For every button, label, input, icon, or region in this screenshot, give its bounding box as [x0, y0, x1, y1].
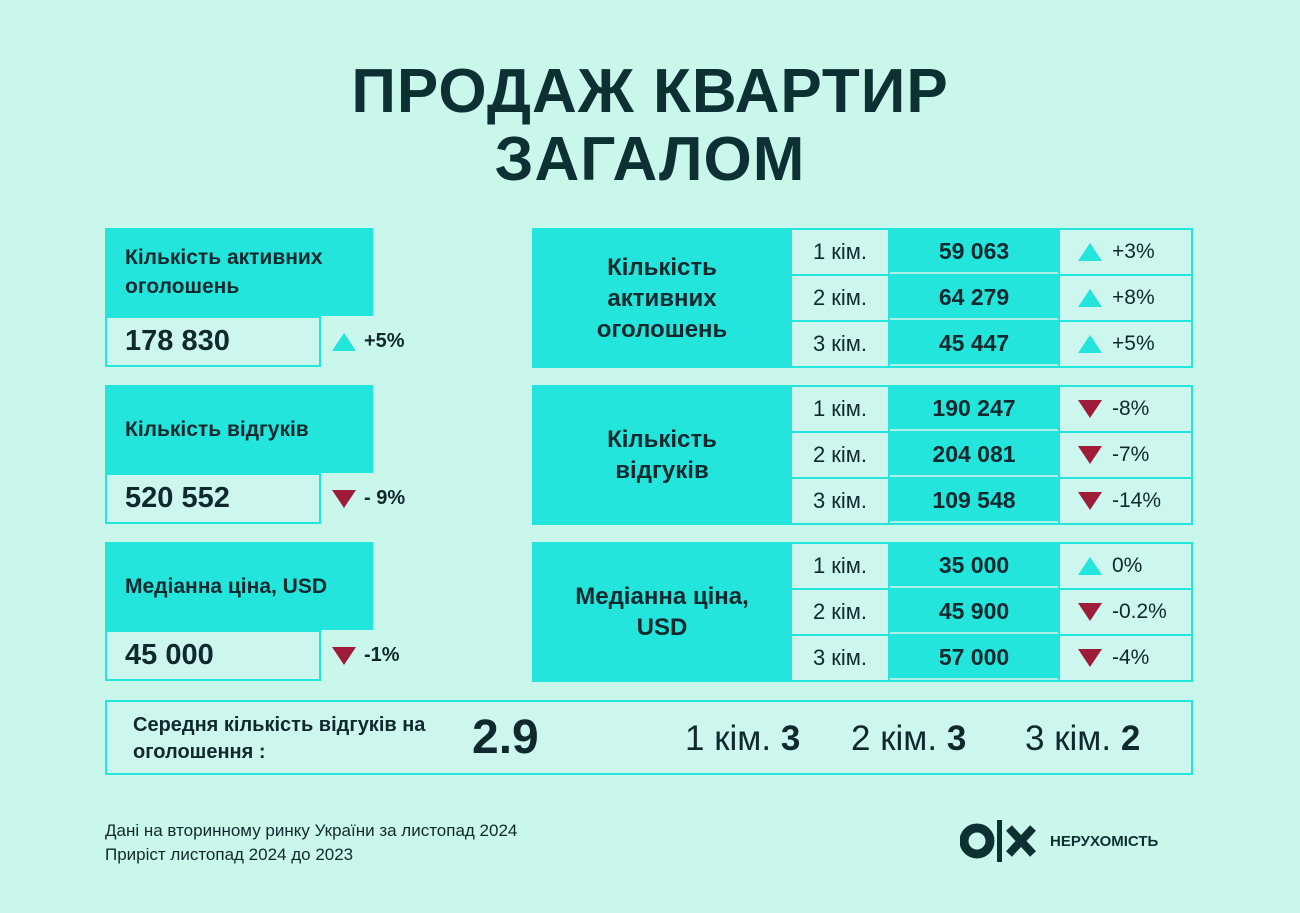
change-cell: -8%: [1060, 387, 1191, 431]
summary-card-label: Медіанна ціна, USD: [105, 542, 373, 630]
footer-line-1: Дані на вторинному ринку України за лист…: [105, 821, 518, 840]
table-label-text: Кількість активних оголошень: [596, 253, 728, 343]
value-cell: 64 279: [890, 276, 1058, 320]
summary-card-value: 520 552: [105, 473, 321, 524]
table-label: Медіанна ціна, USD: [534, 544, 790, 680]
page-title: ПРОДАЖ КВАРТИР ЗАГАЛОМ: [0, 58, 1300, 194]
change-text: -7%: [1112, 443, 1150, 466]
room-cell: 1 кім.: [792, 544, 888, 588]
average-item: 3 кім. 2: [1025, 718, 1140, 760]
change-cell: -0.2%: [1060, 590, 1191, 634]
room-average: 2: [1120, 719, 1141, 758]
table-row: 3 кім. 57 000 -4%: [792, 636, 1191, 680]
change-text: -1%: [364, 644, 400, 666]
average-responses-panel: Середня кількість відгуків на оголошення…: [105, 700, 1193, 775]
room-cell: 1 кім.: [792, 230, 888, 274]
triangle-up-icon: [1078, 557, 1102, 575]
triangle-up-icon: [1078, 335, 1102, 353]
triangle-up-icon: [332, 332, 356, 351]
change-text: -4%: [1112, 646, 1150, 669]
change-cell: -4%: [1060, 636, 1191, 680]
table-row: 2 кім. 45 900 -0.2%: [792, 590, 1191, 634]
room-cell: 3 кім.: [792, 479, 888, 523]
change-cell: +3%: [1060, 230, 1191, 274]
triangle-down-icon: [1078, 446, 1102, 464]
change-text: +8%: [1112, 286, 1155, 309]
triangle-up-icon: [1078, 243, 1102, 261]
change-text: -0.2%: [1112, 600, 1167, 623]
room-average: 3: [946, 719, 967, 758]
footer-line-2: Приріст листопад 2024 до 2023: [105, 845, 354, 864]
value-cell: 35 000: [890, 544, 1058, 588]
triangle-down-icon: [1078, 492, 1102, 510]
value-cell: 204 081: [890, 433, 1058, 477]
triangle-down-icon: [332, 489, 356, 508]
summary-card-change: +5%: [332, 316, 405, 367]
room-cell: 2 кім.: [792, 590, 888, 634]
summary-card-label: Кількість відгуків: [105, 385, 373, 473]
change-cell: +8%: [1060, 276, 1191, 320]
table-row: 1 кім. 190 247 -8%: [792, 387, 1191, 431]
table-row: 2 кім. 64 279 +8%: [792, 276, 1191, 320]
change-cell: -14%: [1060, 479, 1191, 523]
table-row: 1 кім. 35 000 0%: [792, 544, 1191, 588]
change-cell: +5%: [1060, 322, 1191, 366]
value-cell: 45 447: [890, 322, 1058, 366]
summary-card-value: 178 830: [105, 316, 321, 367]
change-text: -14%: [1112, 489, 1162, 512]
table-row: 2 кім. 204 081 -7%: [792, 433, 1191, 477]
value-cell: 45 900: [890, 590, 1058, 634]
footer-note: Дані на вторинному ринку України за лист…: [105, 819, 517, 867]
room-cell: 3 кім.: [792, 322, 888, 366]
triangle-down-icon: [332, 646, 356, 665]
olx-logo-icon: [960, 820, 1036, 862]
table-label: Кількість відгуків: [534, 387, 790, 523]
change-text: -8%: [1112, 397, 1150, 420]
summary-card-value: 45 000: [105, 630, 321, 681]
room-label: 3 кім.: [1025, 719, 1112, 758]
logo-subtitle: НЕРУХОМІСТЬ: [1050, 832, 1159, 850]
room-label: 2 кім.: [851, 719, 938, 758]
room-cell: 3 кім.: [792, 636, 888, 680]
title-line-2: ЗАГАЛОМ: [494, 125, 806, 194]
table-label-text: Кількість відгуків: [607, 426, 717, 484]
breakdown-table: Медіанна ціна, USD 1 кім. 35 000 0% 2 кі…: [532, 542, 1193, 682]
triangle-down-icon: [1078, 603, 1102, 621]
table-label-text: Медіанна ціна, USD: [575, 583, 749, 641]
table-row: 3 кім. 45 447 +5%: [792, 322, 1191, 366]
summary-card-change: -1%: [332, 630, 400, 681]
triangle-down-icon: [1078, 649, 1102, 667]
change-cell: -7%: [1060, 433, 1191, 477]
value-cell: 190 247: [890, 387, 1058, 431]
change-text: +5%: [1112, 332, 1155, 355]
change-text: +3%: [1112, 240, 1155, 263]
title-line-1: ПРОДАЖ КВАРТИР: [351, 57, 949, 126]
value-cell: 59 063: [890, 230, 1058, 274]
triangle-down-icon: [1078, 400, 1102, 418]
triangle-up-icon: [1078, 289, 1102, 307]
average-item: 2 кім. 3: [851, 718, 966, 760]
value-cell: 109 548: [890, 479, 1058, 523]
average-value: 2.9: [472, 711, 539, 764]
average-item: 1 кім. 3: [685, 718, 800, 760]
change-cell: 0%: [1060, 544, 1191, 588]
room-cell: 2 кім.: [792, 433, 888, 477]
change-text: +5%: [364, 330, 405, 352]
table-row: 3 кім. 109 548 -14%: [792, 479, 1191, 523]
room-cell: 1 кім.: [792, 387, 888, 431]
breakdown-table: Кількість відгуків 1 кім. 190 247 -8% 2 …: [532, 385, 1193, 525]
value-cell: 57 000: [890, 636, 1058, 680]
summary-card-label: Кількість активних оголошень: [105, 228, 373, 316]
change-text: 0%: [1112, 554, 1143, 577]
table-row: 1 кім. 59 063 +3%: [792, 230, 1191, 274]
table-label: Кількість активних оголошень: [534, 230, 790, 366]
breakdown-table: Кількість активних оголошень 1 кім. 59 0…: [532, 228, 1193, 368]
change-text: - 9%: [364, 487, 406, 509]
room-cell: 2 кім.: [792, 276, 888, 320]
olx-logo: НЕРУХОМІСТЬ: [960, 816, 1158, 866]
room-label: 1 кім.: [685, 719, 772, 758]
average-label: Середня кількість відгуків на оголошення…: [133, 714, 426, 763]
summary-card-change: - 9%: [332, 473, 405, 524]
room-average: 3: [780, 719, 801, 758]
